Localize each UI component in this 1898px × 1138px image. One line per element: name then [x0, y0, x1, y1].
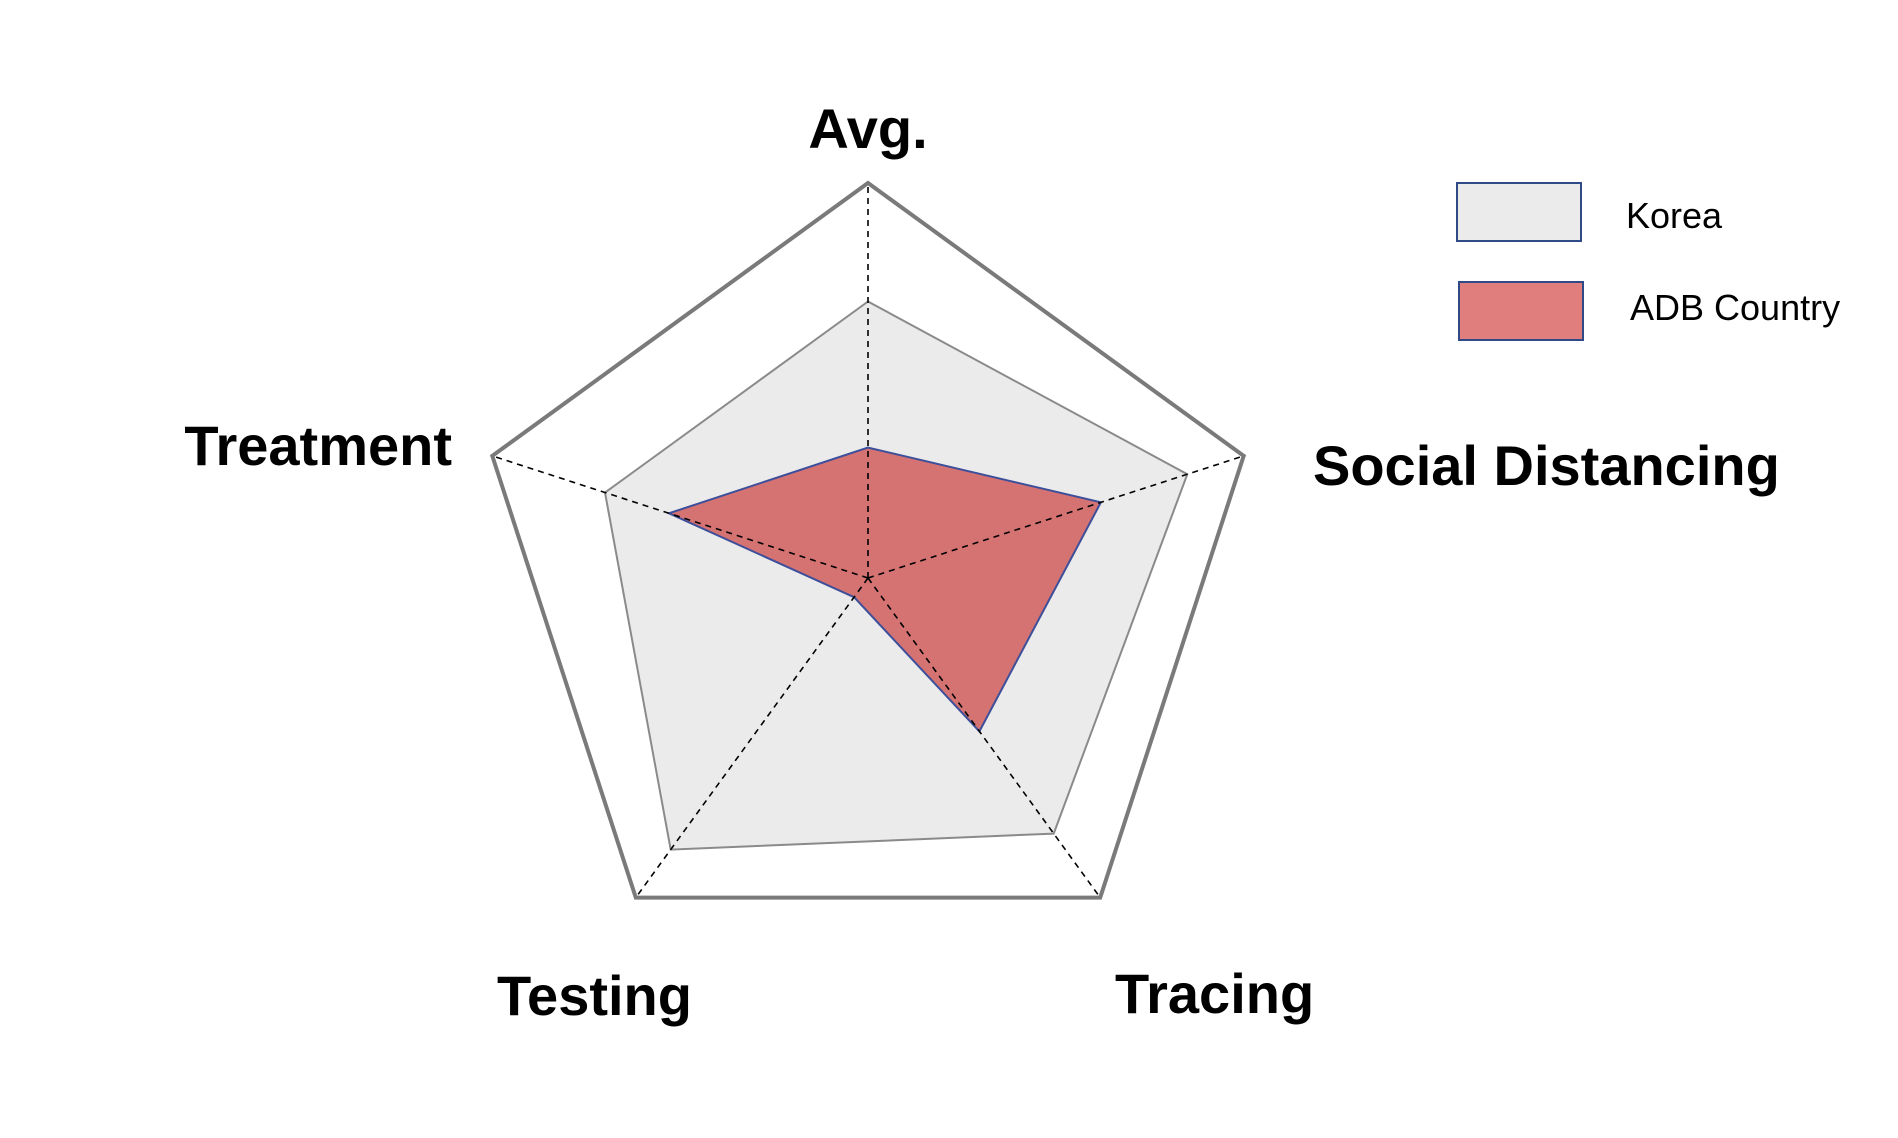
legend-item-korea: Korea [1456, 182, 1723, 242]
legend-swatch-adb-country [1458, 281, 1584, 341]
legend-label-korea: Korea [1626, 195, 1723, 236]
axis-label-treatment: Treatment [184, 414, 452, 477]
grid-layer [489, 180, 1247, 900]
series-layer [603, 300, 1189, 851]
outer-grid-pentagon [489, 180, 1247, 900]
axis-label-tracing: Tracing [1115, 962, 1314, 1025]
legend-swatch-korea [1456, 182, 1582, 242]
axis-label-testing: Testing [497, 964, 692, 1027]
legend: Korea ADB Country [1456, 182, 1840, 341]
legend-item-adb-country: ADB Country [1458, 281, 1840, 341]
axis-labels: Avg. Social Distancing Tracing Testing Treat… [184, 97, 1779, 1027]
legend-label-adb-country: ADB Country [1630, 287, 1840, 328]
series-adb-country-polygon [666, 446, 1103, 734]
axis-label-avg: Avg. [808, 97, 927, 160]
axis-label-social-distancing: Social Distancing [1313, 434, 1780, 497]
